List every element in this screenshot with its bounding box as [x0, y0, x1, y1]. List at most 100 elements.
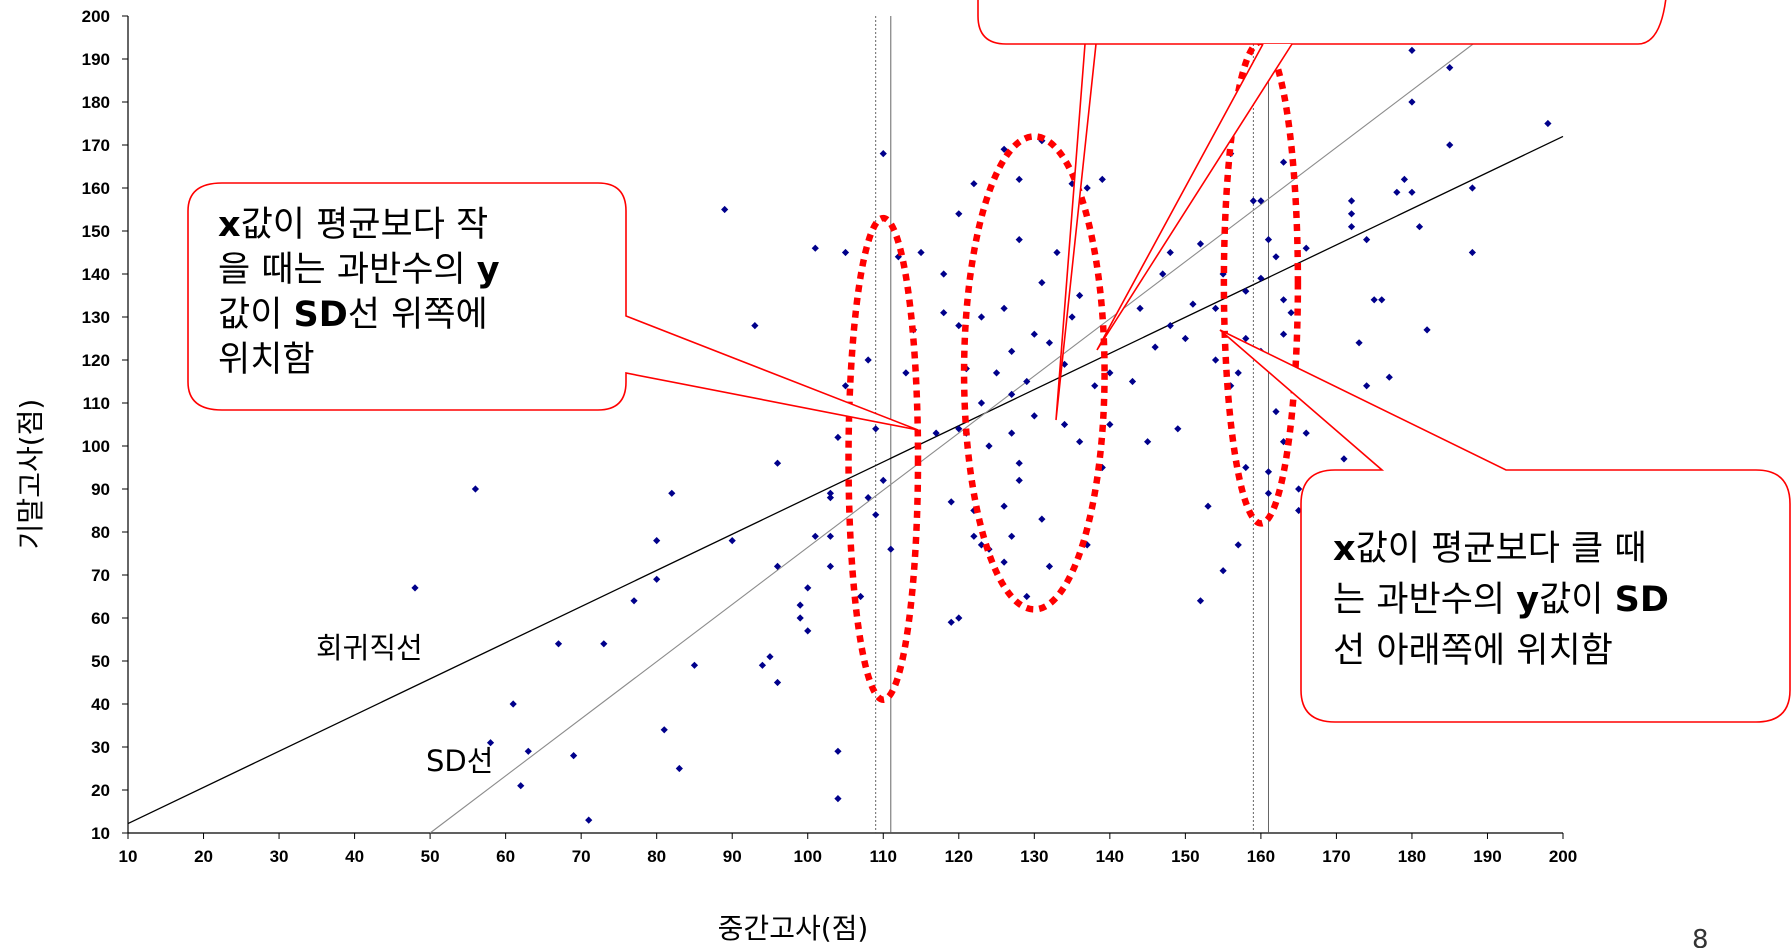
- data-point: [1408, 188, 1416, 196]
- y-tick-label: 140: [82, 265, 110, 284]
- data-point: [804, 627, 812, 635]
- y-tick-label: 150: [82, 222, 110, 241]
- data-point: [1106, 369, 1114, 377]
- data-point: [600, 640, 608, 648]
- data-point: [690, 661, 699, 669]
- y-tick-label: 10: [91, 824, 110, 843]
- page-number: 8: [1692, 925, 1709, 948]
- data-point: [554, 640, 563, 648]
- data-point: [1000, 502, 1008, 510]
- data-point: [1242, 334, 1250, 343]
- data-point: [955, 210, 963, 218]
- data-point: [1363, 382, 1371, 390]
- data-point: [1279, 158, 1288, 166]
- data-point: [1257, 274, 1265, 282]
- data-point: [1257, 197, 1265, 205]
- data-point: [1015, 476, 1023, 484]
- data-point: [796, 601, 804, 609]
- data-point: [894, 253, 902, 261]
- data-point: [721, 205, 729, 214]
- x-tick-label: 150: [1171, 847, 1199, 866]
- data-point: [660, 726, 668, 734]
- data-point: [1030, 412, 1038, 420]
- y-tick-label: 160: [82, 179, 110, 198]
- data-point: [1295, 485, 1303, 493]
- data-point: [1023, 592, 1031, 601]
- data-point: [1355, 339, 1363, 347]
- data-point: [1008, 390, 1016, 398]
- y-tick-label: 180: [82, 93, 110, 112]
- data-point: [766, 653, 774, 661]
- data-point: [1234, 369, 1242, 377]
- data-point: [1264, 468, 1273, 476]
- data-point: [1408, 46, 1416, 54]
- callout-text-segment: 값이 평균보다 작: [241, 205, 489, 245]
- data-point: [653, 575, 661, 583]
- callout-text-segment: 위치함: [218, 340, 315, 380]
- data-point: [977, 541, 986, 549]
- data-point: [1347, 197, 1356, 205]
- y-tick-label: 170: [82, 136, 110, 155]
- y-tick-label: 30: [91, 738, 110, 757]
- data-point: [1385, 373, 1393, 381]
- data-point: [1370, 296, 1378, 304]
- data-point: [970, 532, 978, 540]
- data-point: [932, 429, 940, 437]
- data-point: [1076, 291, 1084, 300]
- data-point: [841, 382, 850, 390]
- regression-line-label: 회귀직선: [316, 631, 423, 665]
- y-tick-label: 130: [82, 308, 110, 327]
- data-point: [1159, 270, 1167, 278]
- data-point: [1234, 541, 1242, 549]
- data-point: [1272, 253, 1280, 261]
- callout-text-segment: 을 때는 과반수의: [218, 250, 477, 290]
- data-point: [879, 476, 887, 484]
- callout-text-segment: SD: [1615, 580, 1669, 620]
- data-point: [1091, 382, 1099, 390]
- data-point: [1468, 248, 1476, 257]
- top-callout: [977, 0, 1667, 421]
- y-tick-label: 90: [91, 480, 110, 499]
- data-point: [834, 433, 842, 441]
- y-tick-label: 70: [91, 566, 110, 585]
- data-point: [1000, 558, 1008, 566]
- data-point: [668, 489, 676, 497]
- data-point: [1038, 515, 1046, 523]
- data-point: [411, 584, 419, 592]
- x-tick-label: 160: [1247, 847, 1275, 866]
- data-point: [1279, 330, 1288, 338]
- data-point: [1106, 420, 1114, 429]
- data-point: [1219, 567, 1227, 575]
- data-point: [1015, 459, 1023, 467]
- x-tick-label: 90: [723, 847, 742, 866]
- x-tick-label: 50: [421, 847, 440, 866]
- data-point: [1219, 270, 1227, 278]
- data-point: [947, 618, 955, 626]
- data-point: [773, 562, 782, 570]
- data-point: [1144, 438, 1152, 446]
- data-point: [796, 614, 804, 622]
- data-point: [992, 369, 1001, 377]
- y-tick-label: 200: [82, 7, 110, 26]
- x-tick-label: 20: [194, 847, 213, 866]
- data-point: [675, 764, 683, 773]
- data-point: [1264, 489, 1273, 497]
- data-point: [1128, 377, 1137, 386]
- data-point: [1400, 175, 1408, 183]
- x-tick-label: 70: [572, 847, 591, 866]
- y-tick-label: 110: [83, 394, 110, 413]
- data-point: [1468, 184, 1476, 192]
- data-point: [1181, 334, 1189, 343]
- tick-labels: 10 20 30 40 50 60 70 80 90 100 110 120 130 140 150 160 1…: [82, 7, 1578, 866]
- data-point: [1008, 532, 1016, 540]
- data-point: [1279, 296, 1288, 304]
- x-tick-label: 190: [1473, 847, 1501, 866]
- data-point: [1363, 236, 1371, 244]
- data-point: [1008, 347, 1016, 355]
- data-point: [1045, 562, 1054, 570]
- data-point: [1446, 141, 1454, 149]
- data-point: [841, 248, 850, 257]
- callout-text-segment: 값이 평균보다 클 때: [1356, 529, 1647, 569]
